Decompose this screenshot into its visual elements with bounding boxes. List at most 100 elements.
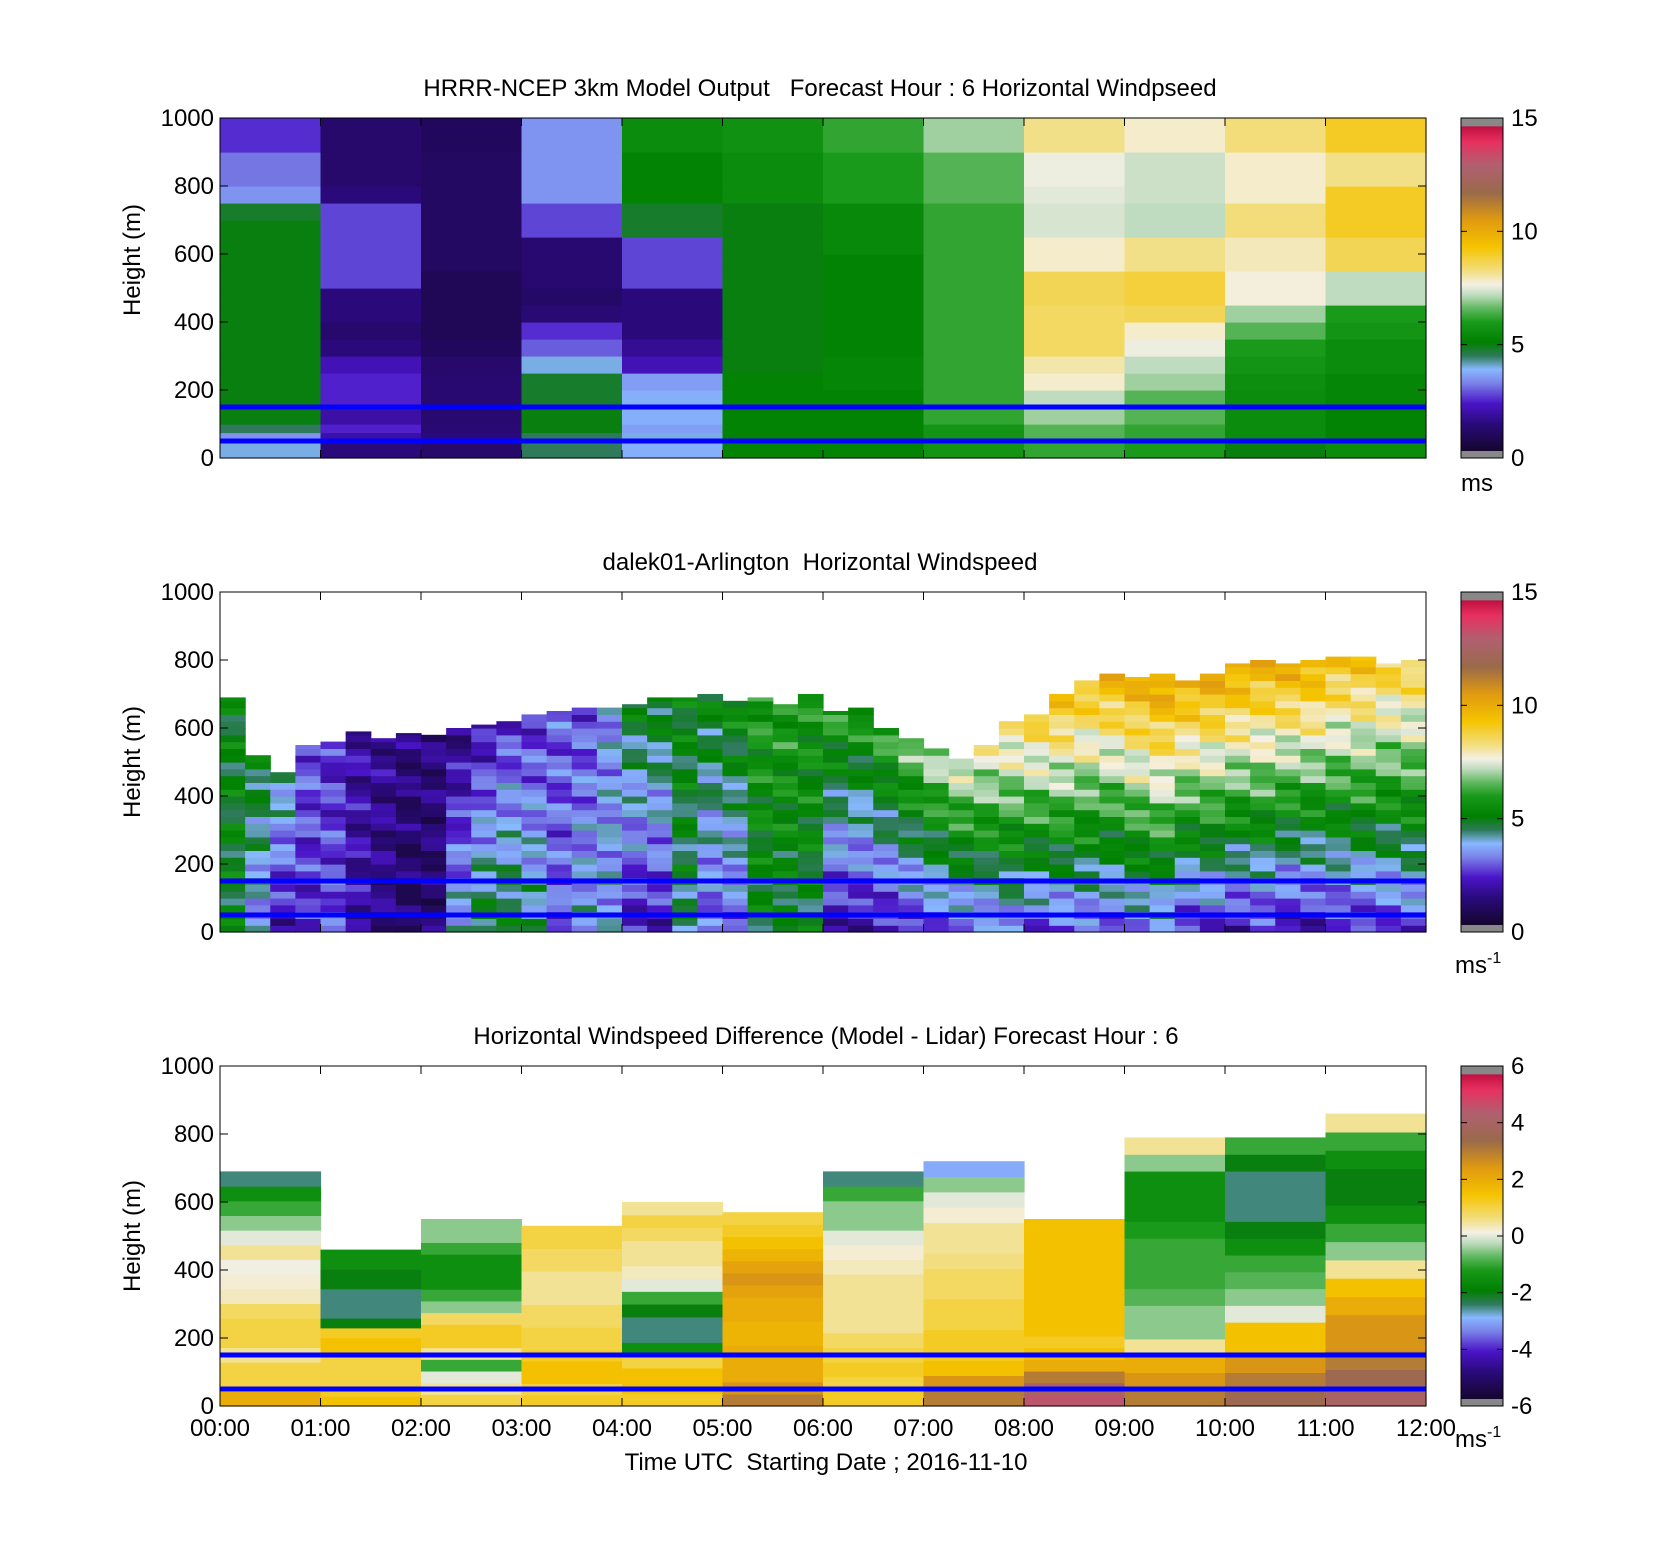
heatmap-cell bbox=[220, 782, 246, 790]
heatmap-cell bbox=[421, 186, 523, 204]
heatmap-cell bbox=[797, 843, 824, 851]
heatmap-cell bbox=[923, 449, 1025, 459]
heatmap-cell bbox=[973, 870, 1000, 879]
heatmap-cell bbox=[722, 904, 749, 913]
heatmap-cell bbox=[1225, 898, 1251, 906]
heatmap-cell bbox=[1325, 707, 1352, 715]
heatmap-cell bbox=[622, 870, 648, 879]
heatmap-cell bbox=[521, 898, 548, 906]
heatmap-cell bbox=[1250, 707, 1276, 715]
heatmap-cell bbox=[973, 884, 1000, 892]
heatmap-cell bbox=[320, 1298, 422, 1309]
heatmap-cell bbox=[948, 870, 975, 879]
heatmap-cell bbox=[823, 728, 849, 736]
heatmap-cell bbox=[1250, 925, 1276, 933]
heatmap-cell bbox=[923, 843, 950, 851]
x-tick-label: 02:00 bbox=[391, 1415, 451, 1442]
heatmap-cell bbox=[571, 898, 598, 906]
heatmap-cell bbox=[320, 449, 422, 459]
heatmap-cell bbox=[1199, 898, 1226, 906]
heatmap-cell bbox=[1099, 918, 1126, 926]
heatmap-cell bbox=[1325, 432, 1427, 442]
heatmap-cell bbox=[220, 823, 246, 831]
heatmap-cell bbox=[546, 857, 573, 865]
x-axis bbox=[219, 592, 1427, 932]
heatmap-cell bbox=[772, 850, 799, 858]
heatmap-cell bbox=[1124, 1271, 1226, 1290]
heatmap-cell bbox=[320, 1396, 422, 1407]
heatmap-cell bbox=[421, 1219, 523, 1232]
heatmap-cell bbox=[1250, 660, 1276, 668]
heatmap-cell bbox=[697, 891, 724, 899]
heatmap-cell bbox=[1275, 891, 1301, 899]
heatmap-cell bbox=[1250, 802, 1276, 811]
heatmap-cell bbox=[1099, 721, 1126, 729]
heatmap-cell bbox=[672, 697, 698, 702]
heatmap-cell bbox=[1099, 836, 1126, 845]
heatmap-cell bbox=[1275, 680, 1301, 688]
heatmap-cell bbox=[823, 714, 849, 722]
y-tick-label: 400 bbox=[174, 309, 214, 336]
heatmap-cell bbox=[1024, 449, 1126, 459]
heatmap-cell bbox=[220, 789, 246, 797]
heatmap-cell bbox=[1325, 898, 1352, 906]
heatmap-cell bbox=[1074, 707, 1100, 715]
heatmap-cell bbox=[496, 843, 523, 851]
colorbar-unit: ms bbox=[1461, 470, 1493, 497]
heatmap-cell bbox=[1225, 1154, 1327, 1172]
heatmap-cell bbox=[1250, 843, 1276, 851]
heatmap-cell bbox=[1400, 714, 1427, 722]
heatmap-cell bbox=[1024, 1277, 1126, 1290]
heatmap-cell bbox=[546, 830, 573, 838]
heatmap-cell bbox=[220, 741, 246, 749]
heatmap-cell bbox=[722, 775, 749, 783]
heatmap-cell bbox=[697, 748, 724, 756]
heatmap-cell bbox=[220, 288, 322, 306]
heatmap-cell bbox=[220, 203, 322, 221]
heatmap-cell bbox=[923, 884, 950, 892]
heatmap-cell bbox=[1350, 857, 1377, 865]
heatmap-cell bbox=[747, 870, 774, 879]
heatmap-cell bbox=[1325, 186, 1427, 204]
heatmap-cell bbox=[521, 1282, 623, 1294]
heatmap-cell bbox=[948, 864, 975, 872]
heatmap-cell bbox=[1024, 1359, 1126, 1372]
heatmap-cell bbox=[1049, 782, 1075, 790]
heatmap-cell bbox=[722, 748, 749, 756]
heatmap-cell bbox=[747, 830, 774, 838]
heatmap-cell bbox=[496, 728, 523, 736]
heatmap-cell bbox=[1049, 925, 1075, 933]
heatmap-cell bbox=[496, 796, 523, 804]
heatmap-cell bbox=[622, 424, 724, 434]
heatmap-cell bbox=[722, 809, 749, 817]
heatmap-cell bbox=[320, 741, 347, 749]
heatmap-cell bbox=[923, 254, 1025, 272]
heatmap-cell bbox=[546, 884, 573, 892]
heatmap-cell bbox=[320, 220, 422, 238]
heatmap-cell bbox=[672, 796, 698, 804]
heatmap-cell bbox=[1024, 424, 1126, 434]
heatmap-cell bbox=[1024, 721, 1050, 729]
heatmap-cell bbox=[1250, 673, 1276, 681]
heatmap-cell bbox=[998, 823, 1025, 831]
heatmap-cell bbox=[320, 390, 422, 408]
heatmap-cell bbox=[370, 809, 397, 817]
heatmap-cell bbox=[521, 186, 623, 204]
heatmap-cell bbox=[1074, 904, 1100, 913]
heatmap-cell bbox=[722, 700, 749, 709]
heatmap-cell bbox=[1024, 830, 1050, 838]
heatmap-cell bbox=[1325, 220, 1427, 238]
heatmap-cell bbox=[1350, 823, 1377, 831]
heatmap-cell bbox=[647, 891, 673, 899]
heatmap-cell bbox=[1375, 884, 1402, 892]
heatmap-cell bbox=[1074, 796, 1100, 804]
heatmap-cell bbox=[1225, 687, 1251, 695]
heatmap-cell bbox=[1300, 680, 1327, 688]
heatmap-cell bbox=[370, 782, 397, 790]
heatmap-cell bbox=[923, 864, 950, 872]
heatmap-cell bbox=[948, 884, 975, 892]
heatmap-cell bbox=[672, 809, 698, 817]
heatmap-cell bbox=[395, 775, 422, 783]
heatmap-cell bbox=[1275, 904, 1301, 913]
